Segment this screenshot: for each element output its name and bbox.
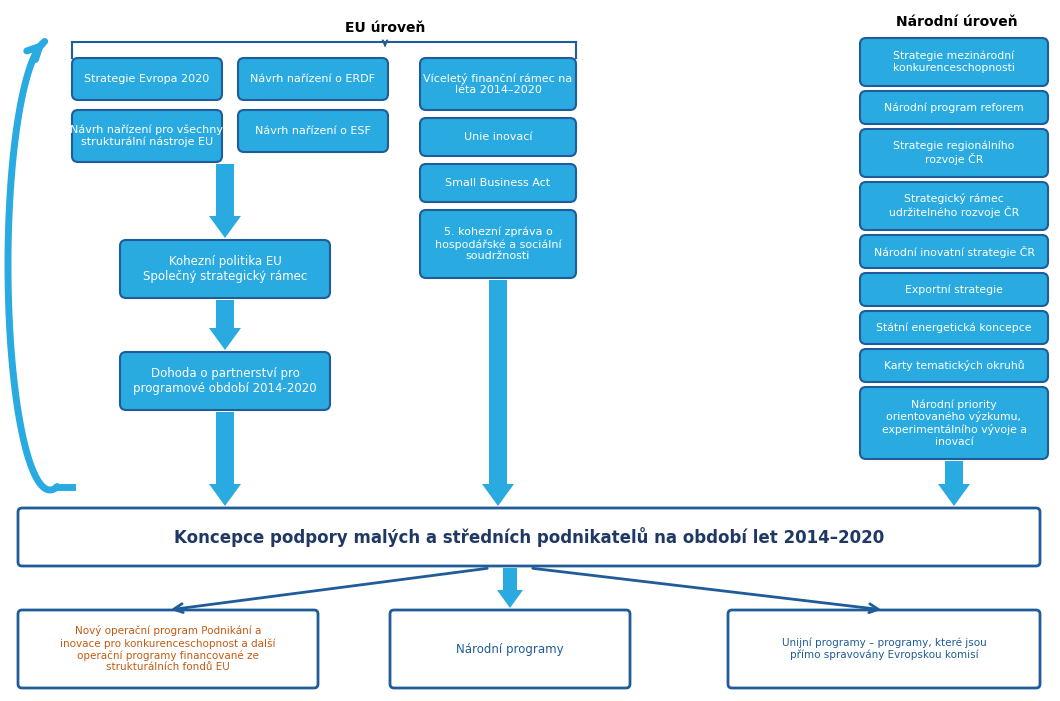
FancyBboxPatch shape <box>860 91 1048 124</box>
Text: Národní inovatní strategie ČR: Národní inovatní strategie ČR <box>873 245 1035 257</box>
FancyBboxPatch shape <box>860 129 1048 177</box>
FancyBboxPatch shape <box>420 210 576 278</box>
FancyBboxPatch shape <box>420 164 576 202</box>
Text: Strategie regionálního
rozvoje ČR: Strategie regionálního rozvoje ČR <box>894 141 1014 165</box>
Polygon shape <box>497 590 523 608</box>
FancyBboxPatch shape <box>72 58 222 100</box>
Polygon shape <box>938 484 970 506</box>
Text: Small Business Act: Small Business Act <box>445 178 550 188</box>
Text: Národní program reforem: Národní program reforem <box>884 102 1024 113</box>
FancyBboxPatch shape <box>860 273 1048 306</box>
Text: EU úroveň: EU úroveň <box>344 21 425 35</box>
Text: Dohoda o partnerství pro
programové období 2014-2020: Dohoda o partnerství pro programové obdo… <box>134 367 317 395</box>
Polygon shape <box>216 164 234 216</box>
FancyBboxPatch shape <box>18 508 1040 566</box>
Polygon shape <box>216 300 234 328</box>
Text: Státní energetická koncepce: Státní energetická koncepce <box>877 322 1031 333</box>
Text: Národní programy: Národní programy <box>456 643 564 655</box>
Text: Národní úroveň: Národní úroveň <box>896 15 1018 29</box>
FancyBboxPatch shape <box>420 118 576 156</box>
Polygon shape <box>216 412 234 484</box>
FancyBboxPatch shape <box>860 349 1048 382</box>
FancyBboxPatch shape <box>390 610 630 688</box>
Text: Návrh nařízení o ESF: Návrh nařízení o ESF <box>255 126 371 136</box>
Text: Strategie mezinárodní
konkurenceschopnosti: Strategie mezinárodní konkurenceschopnos… <box>894 51 1014 73</box>
Text: Národní priority
orientovaného výzkumu,
experimentálního vývoje a
inovací: Národní priority orientovaného výzkumu, … <box>882 399 1026 447</box>
Text: Strategie Evropa 2020: Strategie Evropa 2020 <box>85 74 210 84</box>
Text: Nový operační program Podnikání a
inovace pro konkurenceschopnost a další
operač: Nový operační program Podnikání a inovac… <box>60 625 276 672</box>
FancyBboxPatch shape <box>728 610 1040 688</box>
Polygon shape <box>209 328 241 350</box>
FancyBboxPatch shape <box>120 352 330 410</box>
FancyBboxPatch shape <box>238 110 388 152</box>
FancyBboxPatch shape <box>860 235 1048 268</box>
FancyBboxPatch shape <box>860 38 1048 86</box>
FancyBboxPatch shape <box>120 240 330 298</box>
Text: Víceletý finanční rámec na
léta 2014–2020: Víceletý finanční rámec na léta 2014–202… <box>423 73 572 95</box>
Polygon shape <box>946 461 962 484</box>
FancyBboxPatch shape <box>18 610 318 688</box>
Text: Koncepce podpory malých a středních podnikatelů na období let 2014–2020: Koncepce podpory malých a středních podn… <box>174 527 884 547</box>
FancyBboxPatch shape <box>860 311 1048 344</box>
Text: Kohezní politika EU
Společný strategický rámec: Kohezní politika EU Společný strategický… <box>143 255 307 283</box>
Polygon shape <box>209 216 241 238</box>
Polygon shape <box>489 280 507 484</box>
FancyBboxPatch shape <box>860 387 1048 459</box>
Text: Exportní strategie: Exportní strategie <box>905 284 1003 294</box>
Text: Unijní programy – programy, které jsou
přímo spravovány Evropskou komisí: Unijní programy – programy, které jsou p… <box>781 638 987 660</box>
Polygon shape <box>482 484 514 506</box>
Text: Karty tematických okruhů: Karty tematických okruhů <box>884 360 1024 371</box>
Polygon shape <box>209 484 241 506</box>
FancyBboxPatch shape <box>72 110 222 162</box>
Text: Návrh nařízení pro všechny
strukturální nástroje EU: Návrh nařízení pro všechny strukturální … <box>71 125 224 147</box>
Text: Strategický rámec
udržitelného rozvoje ČR: Strategický rámec udržitelného rozvoje Č… <box>889 193 1019 219</box>
Text: 5. kohezní zpráva o
hospodářské a sociální
soudržnosti: 5. kohezní zpráva o hospodářské a sociál… <box>435 227 562 261</box>
FancyBboxPatch shape <box>238 58 388 100</box>
FancyBboxPatch shape <box>860 182 1048 230</box>
FancyBboxPatch shape <box>420 58 576 110</box>
Polygon shape <box>504 568 517 590</box>
Text: Unie inovací: Unie inovací <box>464 132 532 142</box>
Text: Návrh nařízení o ERDF: Návrh nařízení o ERDF <box>250 74 375 84</box>
